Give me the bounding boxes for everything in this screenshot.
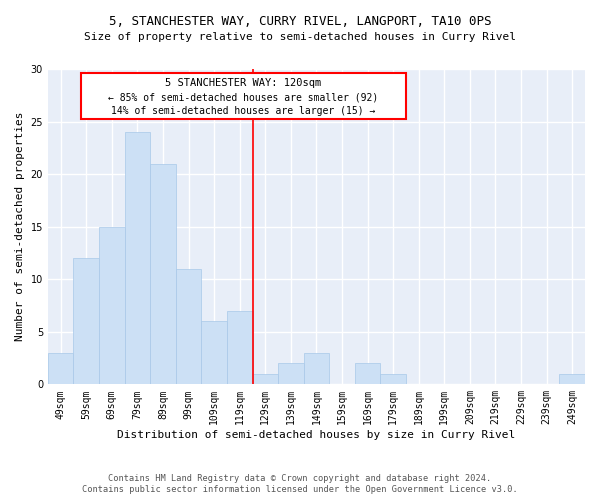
Text: 5 STANCHESTER WAY: 120sqm: 5 STANCHESTER WAY: 120sqm (166, 78, 322, 88)
X-axis label: Distribution of semi-detached houses by size in Curry Rivel: Distribution of semi-detached houses by … (118, 430, 515, 440)
Y-axis label: Number of semi-detached properties: Number of semi-detached properties (15, 112, 25, 342)
Text: 14% of semi-detached houses are larger (15) →: 14% of semi-detached houses are larger (… (112, 106, 376, 116)
Bar (559, 374, 585, 384)
Bar (227, 311, 253, 384)
Text: 5, STANCHESTER WAY, CURRY RIVEL, LANGPORT, TA10 0PS: 5, STANCHESTER WAY, CURRY RIVEL, LANGPOR… (109, 15, 491, 28)
Bar (73, 258, 99, 384)
Bar (355, 364, 380, 384)
Bar (99, 226, 125, 384)
Bar (125, 132, 150, 384)
Bar (176, 268, 202, 384)
Text: Contains HM Land Registry data © Crown copyright and database right 2024.
Contai: Contains HM Land Registry data © Crown c… (82, 474, 518, 494)
Bar (253, 374, 278, 384)
Bar (380, 374, 406, 384)
Text: Size of property relative to semi-detached houses in Curry Rivel: Size of property relative to semi-detach… (84, 32, 516, 42)
Text: ← 85% of semi-detached houses are smaller (92): ← 85% of semi-detached houses are smalle… (109, 92, 379, 102)
Bar (48, 353, 73, 384)
Bar (202, 322, 227, 384)
Bar (81, 73, 406, 120)
Bar (150, 164, 176, 384)
Bar (304, 353, 329, 384)
Bar (278, 364, 304, 384)
